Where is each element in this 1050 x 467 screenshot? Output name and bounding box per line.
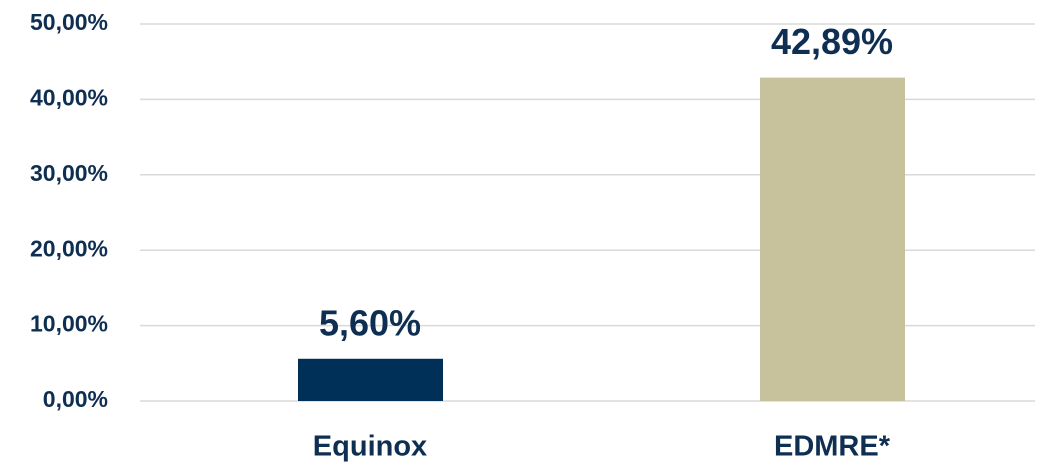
y-tick-label: 30,00% [30,160,108,186]
y-tick-label: 0,00% [43,386,108,412]
y-tick-label: 40,00% [30,84,108,110]
bar [298,358,443,401]
y-tick-label: 10,00% [30,311,108,337]
y-tick-label: 20,00% [30,235,108,261]
data-label: 5,60% [319,302,421,343]
x-tick-label: EDMRE* [774,431,891,463]
x-tick-label: Equinox [313,431,427,463]
y-tick-label: 50,00% [30,9,108,35]
data-label: 42,89% [771,21,893,62]
bar [760,77,905,401]
